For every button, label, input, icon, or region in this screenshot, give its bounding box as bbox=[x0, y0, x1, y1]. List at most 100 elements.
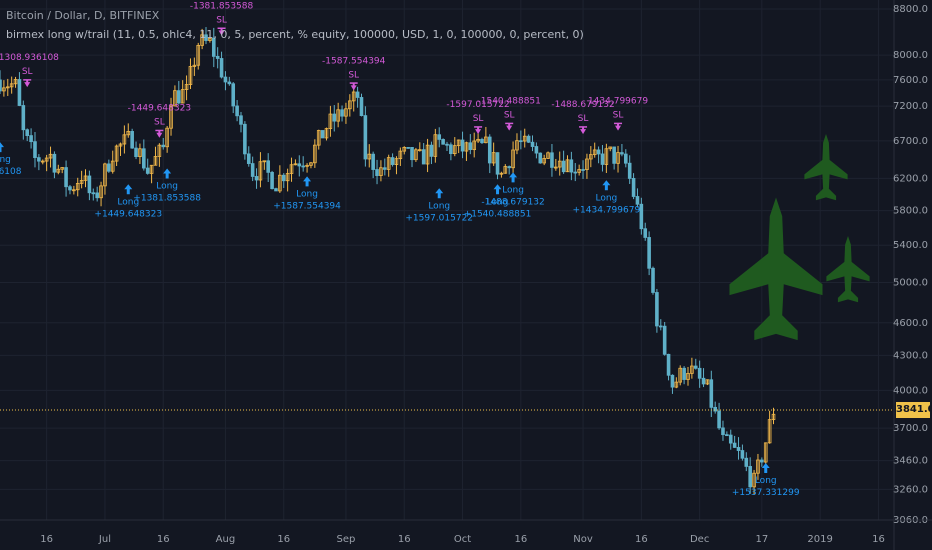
time-tick-label: Sep bbox=[337, 534, 356, 545]
candle-body bbox=[499, 172, 504, 175]
sl-arrow-icon bbox=[615, 123, 622, 131]
candle-body bbox=[79, 179, 84, 184]
candle-body bbox=[258, 161, 263, 181]
candle-body bbox=[40, 160, 45, 163]
long-label: Long bbox=[502, 185, 524, 195]
candle-body bbox=[417, 149, 422, 152]
candle-body bbox=[297, 163, 302, 167]
candle-body bbox=[192, 64, 197, 67]
candle-body bbox=[771, 413, 776, 421]
candle-body bbox=[60, 167, 64, 170]
strategy-study-label[interactable]: birmex long w/trail (11, 0.5, ohlc4, 11,… bbox=[6, 28, 584, 41]
candle-body bbox=[223, 76, 228, 83]
price-tick-label: 3700.0 bbox=[893, 423, 928, 434]
candle-body bbox=[161, 144, 166, 148]
candle-body bbox=[456, 139, 461, 147]
price-tick-label: 4300.0 bbox=[893, 350, 928, 361]
sl-arrow-icon bbox=[474, 126, 483, 128]
long-arrow-icon bbox=[435, 188, 444, 199]
candle-body bbox=[313, 144, 317, 164]
candle-body bbox=[519, 140, 523, 143]
candle-body bbox=[371, 153, 375, 170]
candle-body bbox=[33, 141, 37, 159]
candle-body bbox=[235, 105, 239, 117]
candle-body bbox=[340, 109, 344, 117]
candle-body bbox=[701, 377, 706, 385]
sl-value: -1381.853588 bbox=[190, 2, 254, 12]
candle-body bbox=[557, 160, 562, 168]
sl-arrow-icon bbox=[350, 83, 357, 91]
candle-body bbox=[274, 188, 278, 192]
candle-body bbox=[767, 419, 772, 444]
candle-body bbox=[534, 146, 539, 154]
candle-body bbox=[367, 153, 372, 160]
candle-body bbox=[243, 123, 247, 155]
candle-body bbox=[231, 83, 236, 107]
candle-body bbox=[732, 442, 737, 448]
candle-body bbox=[752, 472, 756, 488]
candle-body bbox=[507, 166, 511, 169]
candle-body bbox=[452, 145, 457, 155]
candle-body bbox=[29, 135, 33, 143]
symbol-title[interactable]: Bitcoin / Dollar, D, BITFINEX bbox=[6, 9, 160, 22]
sl-arrow-icon bbox=[217, 27, 226, 30]
candle-body bbox=[176, 90, 181, 104]
candle-body bbox=[21, 105, 26, 131]
sl-arrow-icon bbox=[218, 28, 225, 36]
price-tick-label: 3460.0 bbox=[893, 456, 928, 467]
candle-body bbox=[616, 152, 620, 164]
candle-body bbox=[678, 367, 683, 383]
candle-body bbox=[145, 167, 150, 174]
long-value: +1597.015722 bbox=[405, 213, 473, 223]
price-tick-label: 5800.0 bbox=[893, 206, 928, 217]
candle-body bbox=[375, 169, 379, 176]
candle-body bbox=[266, 160, 270, 173]
candle-body bbox=[83, 175, 88, 181]
candle-body bbox=[44, 157, 49, 162]
candle-body bbox=[278, 174, 282, 192]
candle-body bbox=[110, 160, 115, 172]
long-value: +1537.331299 bbox=[732, 488, 800, 498]
candle-body bbox=[437, 134, 442, 140]
candle-body bbox=[126, 131, 131, 136]
candle-body bbox=[763, 442, 768, 463]
fighter-jet-icon bbox=[729, 197, 823, 341]
time-tick-label: 16 bbox=[40, 534, 53, 545]
price-tick-label: 8800.0 bbox=[893, 4, 928, 15]
candle-body bbox=[604, 148, 609, 165]
candle-body bbox=[472, 140, 477, 151]
long-value: 8.936108 bbox=[0, 167, 22, 177]
candle-body bbox=[728, 434, 733, 444]
sl-label: SL bbox=[216, 16, 227, 26]
candle-body bbox=[546, 152, 550, 159]
candle-body bbox=[550, 152, 554, 168]
long-arrow-icon bbox=[509, 172, 518, 183]
candle-body bbox=[655, 292, 659, 327]
candle-body bbox=[351, 91, 356, 102]
fighter-jet-icon bbox=[804, 134, 848, 201]
time-axis[interactable]: 16 Jul 16 Aug 16 Sep 16 Oct 16 Nov 16 Dec 17 2019 16 bbox=[0, 519, 932, 545]
candle-body bbox=[581, 169, 585, 171]
candle-body bbox=[153, 156, 158, 166]
candle-body bbox=[429, 144, 434, 157]
sl-label: SL bbox=[473, 114, 484, 124]
time-tick-label: Oct bbox=[454, 534, 471, 545]
grid-lines bbox=[0, 0, 894, 521]
price-tick-label: 4000.0 bbox=[893, 385, 928, 396]
long-value: -1488.679132 bbox=[481, 197, 544, 207]
candle-body bbox=[662, 325, 667, 355]
sl-value: -1449.648323 bbox=[128, 104, 191, 114]
time-tick-label: 16 bbox=[514, 534, 527, 545]
candle-body bbox=[670, 374, 675, 388]
candle-body bbox=[99, 185, 103, 199]
candle-body bbox=[441, 139, 445, 145]
candle-body bbox=[13, 79, 18, 85]
candle-body bbox=[52, 153, 57, 173]
price-axis[interactable]: 3060.03260.03460.03700.04000.04300.04600… bbox=[893, 0, 928, 550]
candle-body bbox=[138, 148, 142, 158]
candle-body bbox=[503, 166, 508, 174]
price-tick-label: 8000.0 bbox=[893, 50, 928, 61]
candle-body bbox=[332, 113, 337, 122]
sl-value: -1308.936108 bbox=[0, 53, 59, 63]
